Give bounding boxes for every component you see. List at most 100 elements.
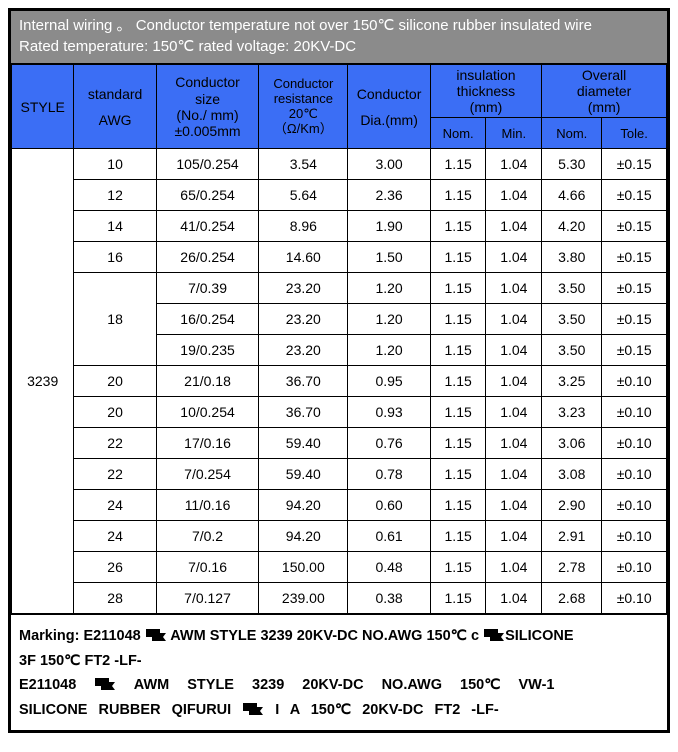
inom-cell: 1.15: [430, 149, 486, 180]
dia-cell: 0.48: [348, 552, 430, 583]
inom-cell: 1.15: [430, 180, 486, 211]
size-cell: 16/0.254: [156, 304, 258, 335]
marking-footer: Marking: E211048 AWM STYLE 3239 20KV-DC …: [11, 614, 667, 730]
table-row: 2411/0.1694.200.601.151.042.90±0.10: [12, 490, 667, 521]
col-dia-l1: Conductor: [348, 86, 429, 102]
imin-cell: 1.04: [486, 521, 542, 552]
tole-cell: ±0.15: [602, 242, 667, 273]
marking-4b: I A 150℃ 20KV-DC FT2 -LF-: [264, 702, 498, 718]
imin-cell: 1.04: [486, 304, 542, 335]
imin-cell: 1.04: [486, 397, 542, 428]
imin-cell: 1.04: [486, 428, 542, 459]
marking-1b: AWM STYLE 3239 20KV-DC NO.AWG 150℃ c: [167, 628, 483, 644]
marking-line-1: Marking: E211048 AWM STYLE 3239 20KV-DC …: [19, 625, 659, 650]
col-size-l1: Conductor: [157, 74, 258, 90]
inom-cell: 1.15: [430, 583, 486, 614]
awg-cell: 12: [74, 180, 156, 211]
col-dia-l2: Dia.(mm): [348, 112, 429, 128]
awg-cell: 28: [74, 583, 156, 614]
dia-cell: 2.36: [348, 180, 430, 211]
spec-sheet: Internal wiring 。 Conductor temperature …: [8, 8, 670, 733]
tole-cell: ±0.10: [602, 459, 667, 490]
col-size-l2: size: [157, 91, 258, 107]
col-size: Conductor size (No./ mm) ±0.005mm: [156, 65, 258, 149]
col-insul-min: Min.: [486, 118, 542, 149]
dia-cell: 1.20: [348, 335, 430, 366]
size-cell: 11/0.16: [156, 490, 258, 521]
imin-cell: 1.04: [486, 273, 542, 304]
tole-cell: ±0.15: [602, 335, 667, 366]
inom-cell: 1.15: [430, 490, 486, 521]
tole-cell: ±0.10: [602, 490, 667, 521]
tole-cell: ±0.10: [602, 366, 667, 397]
dia-cell: 0.95: [348, 366, 430, 397]
style-cell: 3239: [12, 149, 74, 614]
inom-cell: 1.15: [430, 273, 486, 304]
tole-cell: ±0.10: [602, 397, 667, 428]
imin-cell: 1.04: [486, 211, 542, 242]
tole-cell: ±0.10: [602, 552, 667, 583]
tole-cell: ±0.10: [602, 521, 667, 552]
tole-cell: ±0.10: [602, 583, 667, 614]
dia-cell: 1.90: [348, 211, 430, 242]
col-overall-l1: Overall: [542, 67, 666, 83]
size-cell: 21/0.18: [156, 366, 258, 397]
size-cell: 7/0.39: [156, 273, 258, 304]
header-line-2: Rated temperature: 150℃ rated voltage: 2…: [19, 36, 659, 57]
onom-cell: 2.68: [542, 583, 602, 614]
col-awg-l1: standard: [74, 86, 155, 102]
tole-cell: ±0.15: [602, 273, 667, 304]
inom-cell: 1.15: [430, 459, 486, 490]
onom-cell: 3.50: [542, 304, 602, 335]
inom-cell: 1.15: [430, 366, 486, 397]
ul-logo-icon: [94, 676, 116, 699]
awg-cell: 22: [74, 459, 156, 490]
onom-cell: 3.08: [542, 459, 602, 490]
dia-cell: 3.00: [348, 149, 430, 180]
imin-cell: 1.04: [486, 335, 542, 366]
table-row: 2010/0.25436.700.931.151.043.23±0.10: [12, 397, 667, 428]
onom-cell: 3.80: [542, 242, 602, 273]
imin-cell: 1.04: [486, 149, 542, 180]
col-insul-nom: Nom.: [430, 118, 486, 149]
onom-cell: 2.78: [542, 552, 602, 583]
ul-logo-icon: [145, 627, 167, 650]
inom-cell: 1.15: [430, 242, 486, 273]
res-cell: 150.00: [259, 552, 348, 583]
size-cell: 7/0.16: [156, 552, 258, 583]
onom-cell: 4.66: [542, 180, 602, 211]
awg-cell: 20: [74, 366, 156, 397]
table-row: 187/0.3923.201.201.151.043.50±0.15: [12, 273, 667, 304]
imin-cell: 1.04: [486, 459, 542, 490]
size-cell: 65/0.254: [156, 180, 258, 211]
awg-cell: 20: [74, 397, 156, 428]
marking-line-2: 3F 150℃ FT2 -LF-: [19, 650, 659, 673]
dia-cell: 0.60: [348, 490, 430, 521]
res-cell: 59.40: [259, 459, 348, 490]
col-style: STYLE: [12, 65, 74, 149]
imin-cell: 1.04: [486, 583, 542, 614]
col-res-l2: resistance: [259, 92, 347, 107]
col-awg: standard AWG: [74, 65, 156, 149]
size-cell: 41/0.254: [156, 211, 258, 242]
col-insulation: insulation thickness (mm): [430, 65, 541, 118]
res-cell: 23.20: [259, 304, 348, 335]
res-cell: 239.00: [259, 583, 348, 614]
onom-cell: 3.50: [542, 273, 602, 304]
size-cell: 7/0.254: [156, 459, 258, 490]
onom-cell: 5.30: [542, 149, 602, 180]
marking-1a: E211048: [79, 628, 144, 644]
tole-cell: ±0.15: [602, 304, 667, 335]
dia-cell: 0.76: [348, 428, 430, 459]
col-overall: Overall diameter (mm): [542, 65, 667, 118]
ul-logo-icon: [483, 627, 505, 650]
awg-cell: 16: [74, 242, 156, 273]
imin-cell: 1.04: [486, 490, 542, 521]
marking-1c: SILICONE: [505, 628, 573, 644]
res-cell: 5.64: [259, 180, 348, 211]
col-dia: Conductor Dia.(mm): [348, 65, 430, 149]
inom-cell: 1.15: [430, 211, 486, 242]
inom-cell: 1.15: [430, 521, 486, 552]
table-body: 323910105/0.2543.543.001.151.045.30±0.15…: [12, 149, 667, 614]
dia-cell: 0.78: [348, 459, 430, 490]
